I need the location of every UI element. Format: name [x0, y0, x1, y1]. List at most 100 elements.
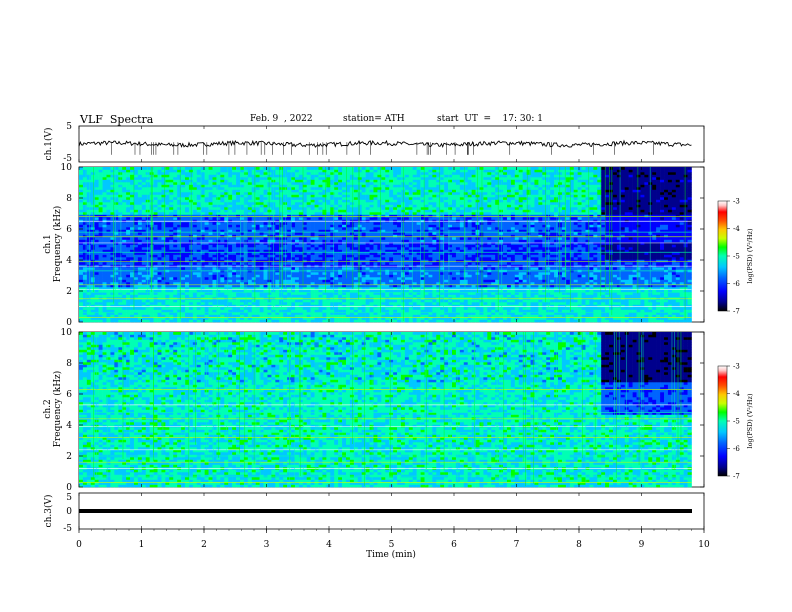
spectrogram-cell: [189, 282, 193, 285]
spectrogram-cell: [165, 207, 169, 210]
spectrogram-cell: [319, 187, 323, 190]
spectrogram-cell: [366, 197, 370, 200]
spectrogram-cell: [130, 205, 134, 208]
spectrogram-cell: [169, 315, 173, 318]
spectrogram-cell: [126, 307, 130, 310]
spectrogram-cell: [350, 212, 354, 215]
spectrogram-cell: [326, 237, 330, 240]
spectrogram-cell: [87, 272, 91, 275]
spectrogram-cell: [83, 315, 87, 318]
spectrogram-cell: [275, 277, 279, 280]
spectrogram-cell: [334, 290, 338, 293]
spectrogram-cell: [275, 200, 279, 203]
spectrogram-cell: [267, 207, 271, 210]
spectrogram-cell: [232, 237, 236, 240]
spectrogram-cell: [338, 167, 342, 170]
spectrogram-cell: [236, 290, 240, 293]
spectrogram-cell: [264, 177, 268, 180]
spectrogram-cell: [103, 217, 107, 220]
spectrogram-cell: [295, 315, 299, 318]
spectrogram-cell: [158, 182, 162, 185]
spectrogram-cell: [158, 305, 162, 308]
spectrogram-cell: [146, 305, 150, 308]
spectrogram-cell: [106, 240, 110, 243]
spectrogram-cell: [177, 282, 181, 285]
spectrogram-cell: [165, 167, 169, 170]
spectrogram-cell: [350, 250, 354, 253]
spectrogram-cell: [161, 305, 165, 308]
spectrogram-cell: [130, 315, 134, 318]
spectrogram-cell: [181, 280, 185, 283]
spectrogram-cell: [366, 290, 370, 293]
spectrogram-cell: [220, 267, 224, 270]
spectrogram-cell: [165, 290, 169, 293]
spectrogram-cell: [244, 320, 248, 323]
spectrogram-cell: [307, 295, 311, 298]
spectrogram-cell: [260, 192, 264, 195]
spectrogram-cell: [138, 197, 142, 200]
spectrogram-cell: [264, 310, 268, 313]
spectrogram-cell: [106, 272, 110, 275]
spectrogram-cell: [142, 172, 146, 175]
spectrogram-cell: [197, 245, 201, 248]
spectrogram-cell: [177, 255, 181, 258]
spectrogram-cell: [83, 282, 87, 285]
spectrogram-cell: [319, 200, 323, 203]
spectrogram-cell: [169, 302, 173, 305]
spectrogram-cell: [291, 190, 295, 193]
spectrogram-cell: [267, 250, 271, 253]
spectrogram-cell: [114, 205, 118, 208]
spectrogram-cell: [91, 212, 95, 215]
spectrogram-cell: [248, 247, 252, 250]
spectrogram-cell: [87, 190, 91, 193]
spectrogram-cell: [342, 315, 346, 318]
spectrogram-cell: [165, 205, 169, 208]
spectrogram-cell: [252, 175, 256, 178]
spectrogram-cell: [283, 295, 287, 298]
spectrogram-cell: [291, 320, 295, 323]
spectrogram-cell: [377, 310, 381, 313]
spectrogram-cell: [106, 237, 110, 240]
spectrogram-cell: [103, 185, 107, 188]
spectrogram-cell: [252, 272, 256, 275]
spectrogram-cell: [142, 200, 146, 203]
spectrogram-cell: [295, 242, 299, 245]
spectrogram-cell: [295, 190, 299, 193]
spectrogram-cell: [185, 197, 189, 200]
spectrogram-cell: [295, 300, 299, 303]
spectrogram-cell: [95, 185, 99, 188]
spectrogram-cell: [185, 182, 189, 185]
spectrogram-cell: [165, 185, 169, 188]
spectrogram-cell: [185, 282, 189, 285]
spectrogram-cell: [173, 275, 177, 278]
spectrogram-cell: [287, 175, 291, 178]
spectrogram-cell: [303, 280, 307, 283]
spectrogram-cell: [158, 255, 162, 258]
spectrogram-cell: [322, 307, 326, 310]
spectrogram-cell: [228, 197, 232, 200]
spectrogram-cell: [248, 305, 252, 308]
spectrogram-cell: [118, 222, 122, 225]
spectrogram-cell: [209, 225, 213, 228]
spectrogram-cell: [256, 170, 260, 173]
spectrogram-cell: [362, 262, 366, 265]
spectrogram-cell: [346, 300, 350, 303]
spectrogram-cell: [118, 210, 122, 213]
spectrogram-cell: [106, 300, 110, 303]
spectrogram-cell: [291, 247, 295, 250]
spectrogram-cell: [177, 227, 181, 230]
spectrogram-cell: [193, 225, 197, 228]
spectrogram-cell: [256, 172, 260, 175]
spectrogram-cell: [303, 307, 307, 310]
spectrogram-cell: [169, 242, 173, 245]
spectrogram-cell: [342, 280, 346, 283]
spectrogram-cell: [154, 170, 158, 173]
spectrogram-cell: [381, 305, 385, 308]
spectrogram-cell: [354, 185, 358, 188]
spectrogram-cell: [91, 197, 95, 200]
spectrogram-cell: [212, 310, 216, 313]
spectrogram-cell: [228, 295, 232, 298]
spectrogram-cell: [165, 172, 169, 175]
spectrogram-cell: [99, 240, 103, 243]
spectrogram-cell: [130, 180, 134, 183]
